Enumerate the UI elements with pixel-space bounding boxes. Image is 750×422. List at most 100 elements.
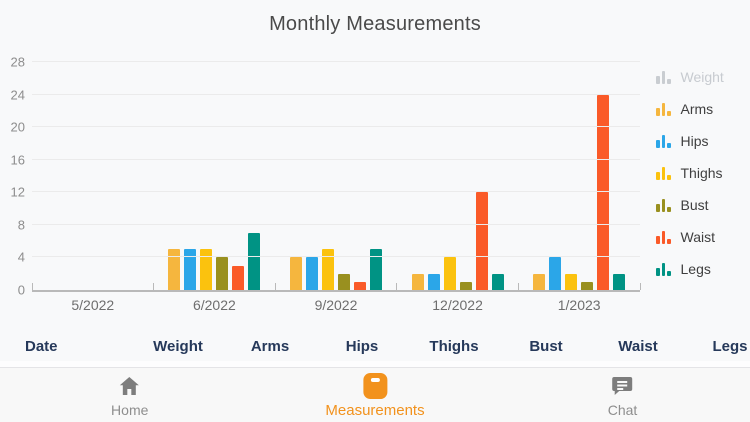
y-axis: 0 4 8 12 16 20 24 28 [0,55,27,298]
x-axis-tick [396,283,398,290]
x-axis-tick [517,283,519,290]
legend-label: Legs [680,261,711,277]
home-icon [118,373,142,399]
bar-thighs [321,249,334,290]
legend-entry-thighs[interactable]: Thighs [656,162,724,184]
x-axis-tick-label: 1/2023 [557,297,601,313]
y-axis-tick-label: 16 [10,152,25,168]
nav-label-measurements: Measurements [325,402,425,419]
bottom-navbar: Home Measurements Chat [0,367,750,422]
bar-waist [232,265,245,290]
chart-title: Monthly Measurements [269,13,481,35]
bar-thighs [565,273,578,290]
y-axis-tick-label: 4 [17,249,25,265]
bar-thighs [200,249,213,290]
nav-item-home[interactable]: Home [111,373,148,418]
y-axis-tick-label: 28 [10,54,25,70]
legend-entry-bust[interactable]: Bust [656,194,724,216]
bar-arms [289,257,302,290]
bar-arms [411,273,424,290]
bar-waist [475,192,488,290]
bar-hips [184,249,197,290]
bar-chart-icon [656,166,671,180]
bar-group [154,62,276,290]
y-axis-tick-label: 20 [10,119,25,135]
y-axis-tick-label: 8 [17,217,25,233]
bar-legs [369,249,382,290]
legend-entry-hips[interactable]: Hips [656,130,724,152]
x-axis-tick-label: 9/2022 [314,297,358,313]
x-axis-tick [31,283,33,290]
bar-bust [581,281,594,290]
legend-label: Weight [680,69,724,85]
y-axis-tick-label: 0 [17,282,25,298]
legend-entry-legs[interactable]: Legs [656,258,724,280]
legend-entry-weight[interactable]: Weight [656,66,724,88]
nav-item-measurements[interactable]: Measurements [325,373,425,419]
y-axis-tick-label: 12 [10,184,25,200]
table-row [0,361,750,368]
bar-groups [32,62,640,290]
bar-legs [491,273,504,290]
scale-icon [363,373,387,399]
table-header-waist: Waist [618,337,658,355]
plot-area [31,61,641,292]
legend-entry-waist[interactable]: Waist [656,226,724,248]
legend-label: Bust [680,197,709,213]
bar-chart-icon [656,198,671,212]
chart-legend: Weight Arms Hips Thighs Bust Waist Legs [656,66,724,280]
x-axis-tick [153,283,155,290]
bar-thighs [443,257,456,290]
gridline [32,93,640,95]
table-header-arms: Arms [250,337,290,355]
gridline [32,126,640,128]
gridline [32,256,640,258]
x-axis-tick-label: 12/2022 [432,297,483,313]
table-header-legs: Legs [712,337,748,355]
gridline [32,191,640,193]
bar-hips [427,273,440,290]
bar-chart-icon [656,134,671,148]
bar-group [275,62,397,290]
nav-label-home: Home [111,402,149,418]
bar-bust [459,281,472,290]
bar-chart-icon [656,70,671,84]
x-axis-tick-label: 5/2022 [71,297,115,313]
bar-hips [305,257,318,290]
table-header-bust: Bust [529,337,563,355]
legend-label: Waist [680,229,715,245]
y-axis-tick-label: 24 [10,87,25,103]
x-axis-tick [274,283,276,290]
bar-group [397,62,519,290]
bar-bust [216,257,229,290]
bar-arms [533,273,546,290]
gridline [32,158,640,160]
legend-label: Thighs [680,165,723,181]
x-axis: 5/2022 6/2022 9/2022 12/2022 1/2023 [32,297,640,313]
x-axis-tick-label: 6/2022 [192,297,236,313]
x-axis-tick [639,283,641,290]
table-header-hips: Hips [345,337,379,355]
gridline [32,61,640,62]
table-header-date: Date [25,337,58,355]
gridline [32,223,640,225]
legend-label: Arms [680,101,714,117]
bar-chart-icon [656,262,671,276]
bar-chart-icon [656,230,671,244]
bar-arms [168,249,181,290]
bar-legs [248,233,261,290]
table-header-weight: Weight [153,337,203,355]
legend-label: Hips [680,133,709,149]
measurements-table-header: Date Weight Arms Hips Thighs Bust Waist Legs [0,331,750,361]
chat-icon [610,373,634,399]
nav-item-chat[interactable]: Chat [607,373,638,418]
legend-entry-arms[interactable]: Arms [656,98,724,120]
table-header-thighs: Thighs [429,337,479,355]
bar-hips [549,257,562,290]
nav-label-chat: Chat [607,402,638,418]
bar-bust [337,273,350,290]
bar-waist [353,281,366,290]
bar-chart-icon [656,102,671,116]
bar-legs [613,273,626,290]
